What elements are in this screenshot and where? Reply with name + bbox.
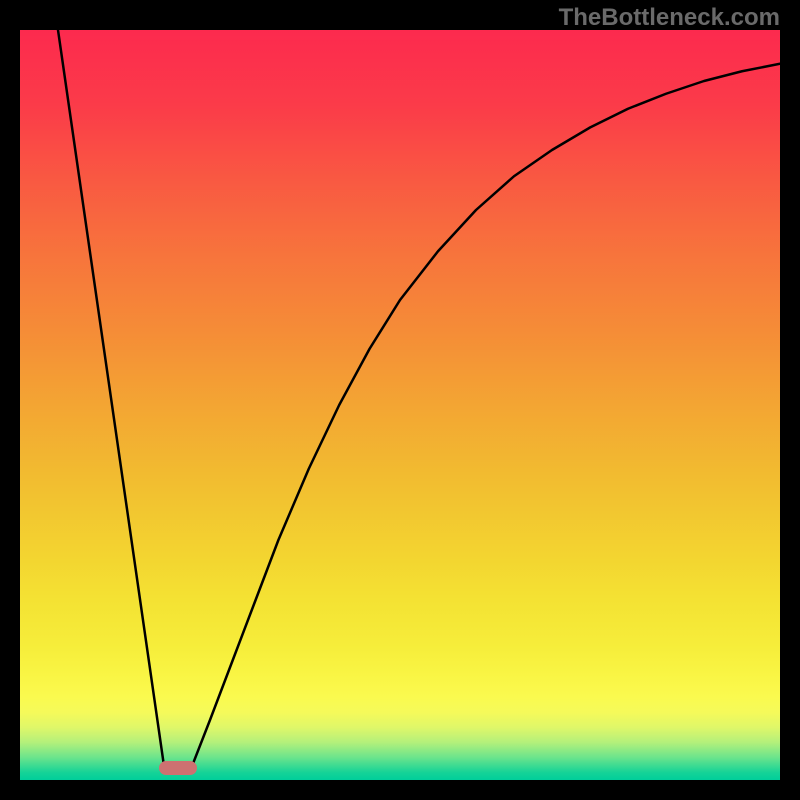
chart-frame: TheBottleneck.com: [0, 0, 800, 800]
watermark-text: TheBottleneck.com: [559, 4, 780, 32]
gradient-background: [20, 30, 780, 780]
bottleneck-marker: [159, 761, 197, 775]
plot-area: [20, 30, 780, 780]
